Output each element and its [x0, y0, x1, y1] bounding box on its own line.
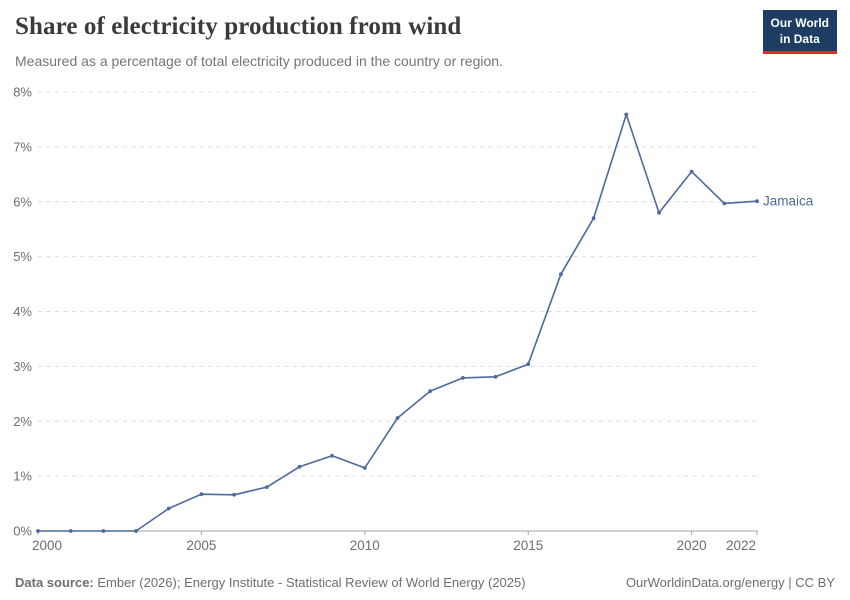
- page-subtitle: Measured as a percentage of total electr…: [15, 53, 503, 69]
- x-axis-tick-label: 2000: [32, 538, 62, 553]
- jamaica-line-series[interactable]: [38, 113, 758, 532]
- data-source-label: Data source:: [15, 575, 94, 590]
- y-axis-tick-label: 5%: [13, 249, 32, 264]
- x-axis-tick-label: 2015: [513, 538, 543, 553]
- data-point-marker[interactable]: [36, 529, 40, 533]
- data-point-marker[interactable]: [526, 362, 531, 367]
- y-axis-tick-label: 2%: [13, 414, 32, 429]
- x-axis-tick-label: 2022: [726, 538, 756, 553]
- data-point-marker[interactable]: [657, 210, 661, 215]
- data-point-marker[interactable]: [624, 112, 629, 117]
- line-chart: 0% 1% 2% 3% 4% 5% 6% 7% 8% 2000 2005 2010 2015 2020 20…: [13, 85, 814, 554]
- y-axis-tick-label: 8%: [13, 85, 32, 100]
- y-axis-tick-label: 0%: [13, 524, 32, 539]
- chart-footer: Data source: Ember (2026); Energy Instit…: [15, 575, 835, 590]
- series-end-label[interactable]: Jamaica: [763, 194, 814, 209]
- owid-logo-line1: Our World: [770, 16, 829, 30]
- license-note[interactable]: OurWorldinData.org/energy | CC BY: [625, 575, 835, 590]
- data-point-marker[interactable]: [362, 466, 367, 470]
- data-source-text: Ember (2026); Energy Institute - Statist…: [93, 575, 526, 590]
- data-point-marker[interactable]: [559, 272, 563, 277]
- data-point-marker[interactable]: [101, 529, 106, 533]
- data-point-marker[interactable]: [166, 506, 171, 511]
- data-point-marker[interactable]: [134, 529, 138, 533]
- y-axis-tick-label: 7%: [13, 139, 32, 154]
- page-title: Share of electricity production from win…: [15, 13, 462, 40]
- y-axis-tick-label: 4%: [13, 304, 32, 319]
- data-point-marker[interactable]: [722, 201, 727, 206]
- data-point-marker[interactable]: [297, 464, 302, 469]
- data-source-note: Data source: Ember (2026); Energy Instit…: [15, 575, 526, 590]
- x-axis-tick-label: 2010: [350, 538, 380, 553]
- data-point-marker[interactable]: [330, 453, 334, 458]
- data-point-marker[interactable]: [264, 485, 269, 489]
- data-point-marker[interactable]: [755, 199, 759, 204]
- y-axis-tick-label: 6%: [13, 194, 32, 209]
- x-axis-tick-label: 2020: [677, 538, 707, 553]
- data-point-marker[interactable]: [591, 216, 596, 221]
- data-point-marker[interactable]: [689, 169, 694, 174]
- owid-logo-line2: in Data: [779, 31, 820, 46]
- x-axis-tick-label: 2005: [186, 538, 216, 553]
- y-axis-tick-label: 3%: [13, 359, 32, 374]
- data-point-marker[interactable]: [232, 492, 237, 497]
- data-point-marker[interactable]: [461, 376, 465, 380]
- data-point-marker[interactable]: [395, 416, 400, 420]
- data-point-marker[interactable]: [493, 374, 498, 379]
- y-axis-tick-label: 1%: [13, 469, 32, 484]
- owid-logo[interactable]: Our World in Data: [762, 10, 837, 55]
- data-point-marker[interactable]: [68, 529, 73, 533]
- data-point-marker[interactable]: [199, 492, 204, 497]
- data-point-marker[interactable]: [428, 389, 433, 393]
